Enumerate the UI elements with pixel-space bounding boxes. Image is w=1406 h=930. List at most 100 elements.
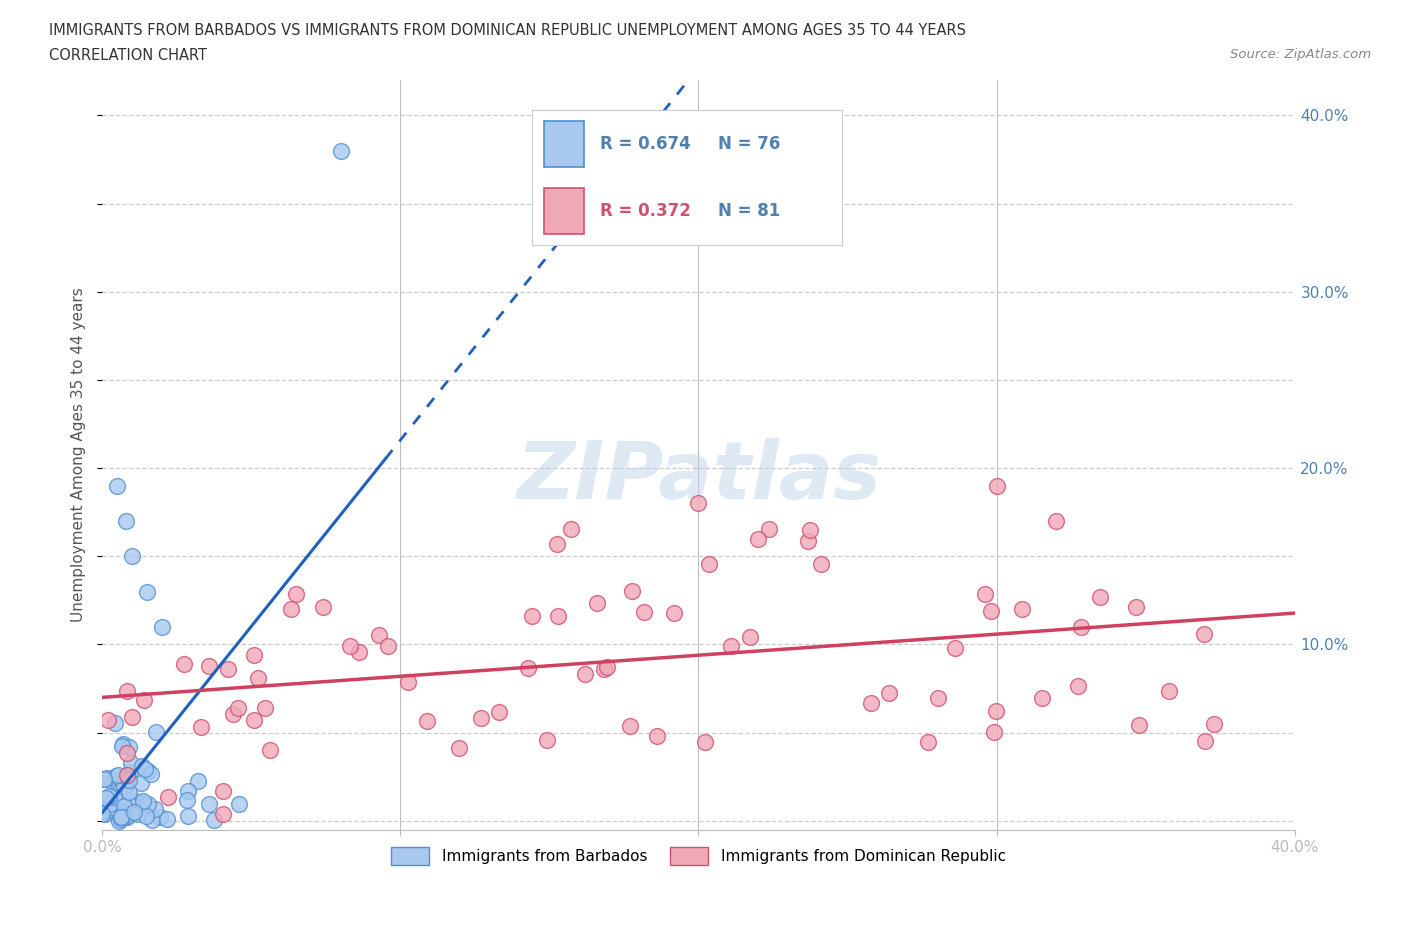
Point [259, 742, 281, 757]
Point [139, 766, 162, 781]
Point [145, 724, 167, 739]
Point [983, 724, 1005, 739]
Point [107, 768, 129, 783]
Point [917, 735, 939, 750]
Point [284, 587, 307, 602]
Point [1192, 627, 1215, 642]
Point [100, 799, 122, 814]
Point [574, 666, 596, 681]
Point [396, 674, 419, 689]
Point [114, 809, 136, 824]
Point [118, 739, 141, 754]
Point [96, 771, 118, 786]
Point [447, 740, 470, 755]
Point [118, 773, 141, 788]
Point [107, 813, 129, 828]
Point [117, 746, 139, 761]
Point [633, 604, 655, 619]
Point [115, 777, 138, 792]
Point [1204, 717, 1226, 732]
Point [105, 478, 128, 493]
Point [984, 704, 1007, 719]
Point [516, 661, 538, 676]
Point [202, 813, 225, 828]
Point [176, 792, 198, 807]
Point [91, 806, 114, 821]
Point [136, 797, 159, 812]
Point [1031, 691, 1053, 706]
Point [198, 797, 221, 812]
Point [697, 557, 720, 572]
Point [104, 715, 127, 730]
Point [536, 732, 558, 747]
Point [377, 638, 399, 653]
Point [131, 758, 153, 773]
Point [104, 769, 127, 784]
Point [111, 738, 134, 753]
Point [121, 710, 143, 724]
Point [117, 767, 139, 782]
Point [173, 657, 195, 671]
Point [546, 537, 568, 551]
Point [943, 641, 966, 656]
Point [111, 810, 134, 825]
Point [211, 783, 233, 798]
Point [280, 602, 302, 617]
Point [980, 604, 1002, 618]
Point [127, 806, 149, 821]
Point [120, 755, 142, 770]
Point [100, 774, 122, 789]
Point [96, 712, 118, 727]
Point [217, 662, 239, 677]
Point [115, 684, 138, 698]
Point [488, 704, 510, 719]
Point [211, 807, 233, 822]
Point [1067, 679, 1090, 694]
Point [132, 793, 155, 808]
Point [1128, 717, 1150, 732]
Point [662, 605, 685, 620]
Point [108, 780, 131, 795]
Point [416, 713, 439, 728]
Point [253, 700, 276, 715]
Point [1194, 734, 1216, 749]
Point [1045, 513, 1067, 528]
Point [134, 693, 156, 708]
Point [1011, 602, 1033, 617]
Point [367, 628, 389, 643]
Point [339, 638, 361, 653]
Point [547, 609, 569, 624]
Point [94, 806, 117, 821]
Point [927, 691, 949, 706]
Point [150, 619, 173, 634]
Point [94, 804, 117, 818]
Point [112, 779, 135, 794]
Point [108, 803, 131, 817]
Point [111, 737, 134, 751]
Point [112, 798, 135, 813]
Point [121, 799, 143, 814]
Point [242, 712, 264, 727]
Point [100, 796, 122, 811]
Point [596, 659, 619, 674]
Point [877, 685, 900, 700]
Point [134, 762, 156, 777]
Point [592, 662, 614, 677]
Point [986, 478, 1008, 493]
Point [470, 711, 492, 725]
Point [198, 658, 221, 673]
Point [129, 776, 152, 790]
Point [621, 583, 644, 598]
Point [1070, 619, 1092, 634]
Point [619, 718, 641, 733]
Point [136, 584, 159, 599]
Point [747, 531, 769, 546]
Point [149, 809, 172, 824]
Point [136, 764, 159, 778]
Point [810, 557, 832, 572]
Point [243, 648, 266, 663]
Point [586, 595, 609, 610]
Point [124, 794, 146, 809]
Text: CORRELATION CHART: CORRELATION CHART [49, 48, 207, 63]
Point [222, 707, 245, 722]
